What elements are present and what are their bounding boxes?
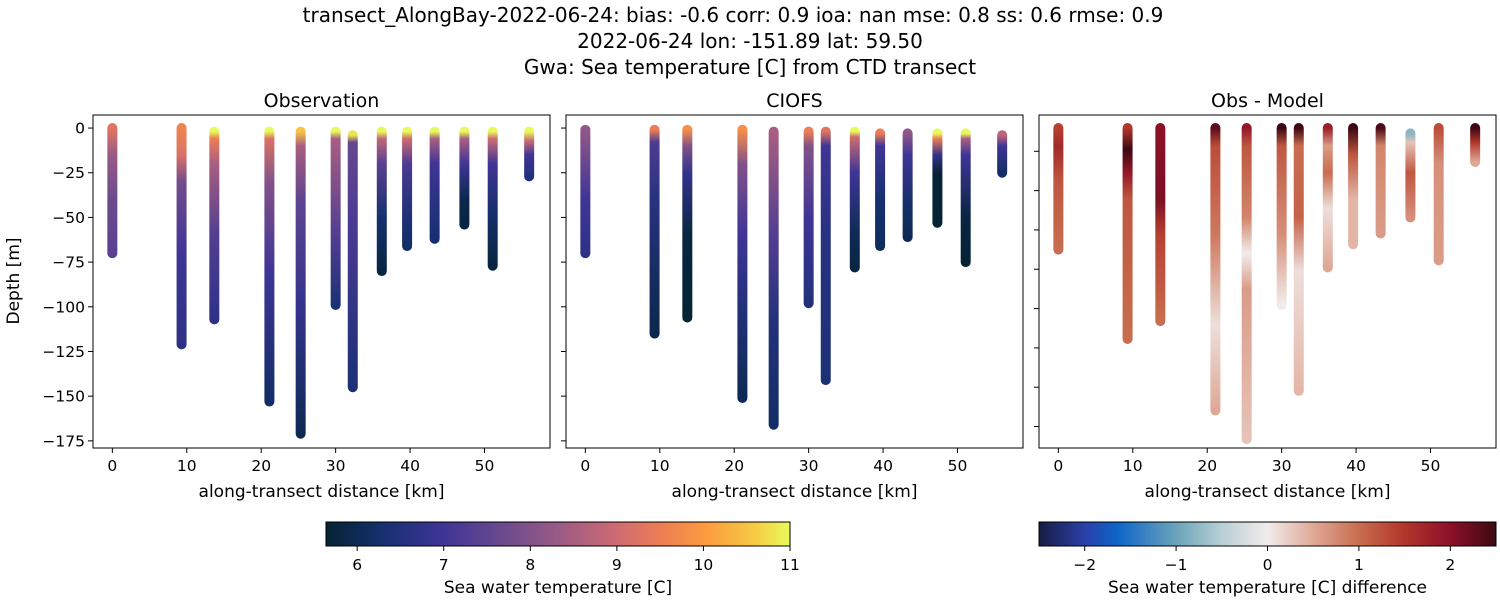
x-axis-label: along-transect distance [km]	[1145, 482, 1391, 502]
y-tick-label: −50	[52, 209, 85, 227]
colorbar-tick-label: 11	[780, 556, 800, 574]
y-tick-label: −25	[52, 164, 85, 182]
x-tick-label: 20	[251, 457, 271, 475]
x-tick-label: 10	[1123, 457, 1143, 475]
colorbar-tick-label: 9	[612, 556, 622, 574]
y-axis-label: Depth [m]	[4, 237, 24, 324]
x-tick-label: 0	[1053, 457, 1063, 475]
x-tick-label: 0	[580, 457, 590, 475]
x-tick-label: 50	[948, 457, 968, 475]
colorbar-tick-label: 0	[1263, 556, 1273, 574]
panel-title: Observation	[264, 90, 380, 112]
y-tick-label: 0	[75, 120, 85, 138]
x-tick-label: 40	[400, 457, 420, 475]
title-line-1: transect_AlongBay-2022-06-24: bias: -0.6…	[303, 3, 1164, 27]
x-tick-label: 20	[724, 457, 744, 475]
title-line-2: 2022-06-24 lon: -151.89 lat: 59.50	[577, 29, 923, 53]
colorbar-tick-label: 6	[352, 556, 362, 574]
x-tick-label: 10	[177, 457, 197, 475]
colorbar-bar	[1038, 521, 1497, 547]
y-tick-label: −125	[42, 343, 85, 361]
panel-obs-model: Obs - Model 0 10 20 30 40 50 along-transect dis…	[1034, 90, 1497, 502]
x-tick-label: 40	[1346, 457, 1366, 475]
colorbar-1: 6 7 8 9 10 11 Sea water temperature [C]	[325, 521, 800, 598]
x-tick-label: 10	[650, 457, 670, 475]
x-tick-label: 30	[799, 457, 819, 475]
y-tick-label: −150	[42, 388, 85, 406]
y-tick-label: −175	[42, 432, 85, 450]
colorbar-bar	[325, 521, 791, 547]
x-axis-label: along-transect distance [km]	[672, 482, 918, 502]
colorbar-tick-label: 8	[525, 556, 535, 574]
colorbar-2: −2 −1 0 1 2 Sea water temperature [C] differe…	[1038, 521, 1497, 598]
x-tick-label: 50	[475, 457, 495, 475]
colorbar-tick-label: −2	[1073, 556, 1096, 574]
colorbar-tick-label: 10	[694, 556, 714, 574]
x-tick-label: 30	[1272, 457, 1292, 475]
panel-observation: Observation 0 10 20 30 40 50 along-transect dis…	[42, 90, 551, 502]
axes-frame	[565, 114, 1024, 449]
axes-frame	[1038, 114, 1497, 449]
axes-frame	[92, 114, 551, 449]
title-line-3: Gwa: Sea temperature [C] from CTD transe…	[524, 55, 976, 79]
x-tick-label: 0	[107, 457, 117, 475]
colorbar-tick-label: −1	[1165, 556, 1188, 574]
colorbar-tick-label: 2	[1445, 556, 1455, 574]
x-tick-label: 20	[1197, 457, 1217, 475]
y-tick-label: −75	[52, 254, 85, 272]
y-tick-label: −100	[42, 298, 85, 316]
panel-title: CIOFS	[766, 90, 822, 112]
colorbar-tick-label: 1	[1354, 556, 1364, 574]
colorbar-label: Sea water temperature [C] difference	[1108, 578, 1427, 598]
colorbar-label: Sea water temperature [C]	[444, 578, 672, 598]
panel-title: Obs - Model	[1211, 90, 1324, 112]
x-axis-label: along-transect distance [km]	[199, 482, 445, 502]
x-tick-label: 40	[873, 457, 893, 475]
x-tick-label: 50	[1421, 457, 1441, 475]
colorbar-tick-label: 7	[439, 556, 449, 574]
panel-ciofs: CIOFS 0 10 20 30 40 50 along-transect distance …	[561, 90, 1024, 502]
x-tick-label: 30	[326, 457, 346, 475]
